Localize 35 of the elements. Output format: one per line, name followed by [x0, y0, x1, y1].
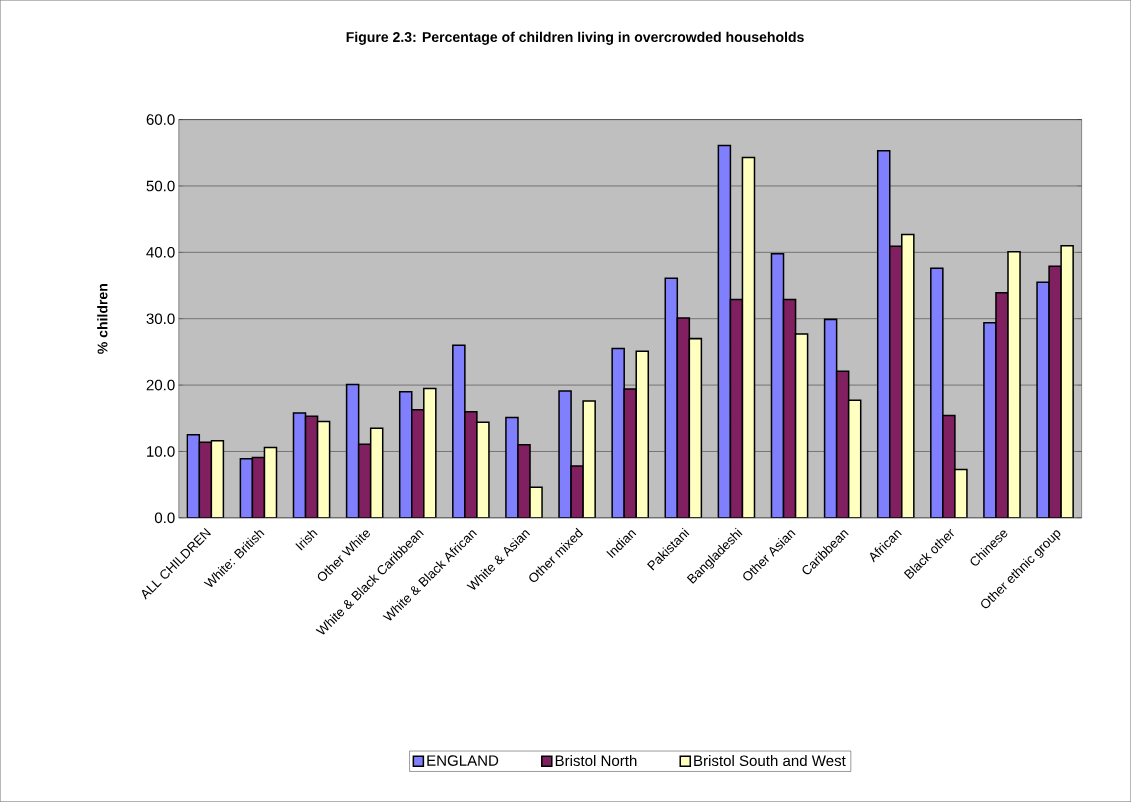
y-tick-label: 30.0 — [146, 313, 175, 325]
bar — [782, 298, 797, 518]
y-tick-label: 50.0 — [146, 180, 175, 192]
x-tick-label: Irish — [295, 530, 318, 551]
bar — [770, 252, 785, 518]
bar — [741, 156, 756, 518]
bar — [398, 391, 413, 518]
y-axis-title: % children — [97, 284, 108, 354]
bar — [688, 337, 703, 518]
bar — [664, 277, 679, 518]
legend-label: Bristol South and West — [694, 755, 846, 767]
bar — [729, 298, 744, 518]
bar — [847, 399, 862, 518]
bar — [345, 383, 360, 518]
bar — [635, 350, 650, 518]
bar — [835, 370, 850, 518]
chart-title: Figure 2.3: Percentage of children living in overcrowded households — [346, 31, 804, 45]
y-tick-label: 20.0 — [146, 379, 175, 391]
legend-label: Bristol North — [555, 755, 637, 767]
bar — [304, 415, 319, 518]
bar — [676, 317, 691, 518]
bar — [369, 427, 384, 518]
y-tick-label: 60.0 — [146, 114, 175, 125]
bar — [888, 245, 903, 518]
bar — [717, 144, 732, 518]
y-tick-label: 40.0 — [146, 247, 175, 258]
bar — [316, 420, 331, 518]
legend-label: ENGLAND — [427, 755, 499, 766]
y-tick-label: 10.0 — [147, 446, 175, 457]
bar — [292, 412, 307, 518]
y-tick-label: 0.0 — [154, 512, 175, 524]
bar — [263, 446, 278, 518]
bar — [876, 150, 891, 518]
bar — [823, 318, 838, 518]
bar — [794, 333, 809, 518]
